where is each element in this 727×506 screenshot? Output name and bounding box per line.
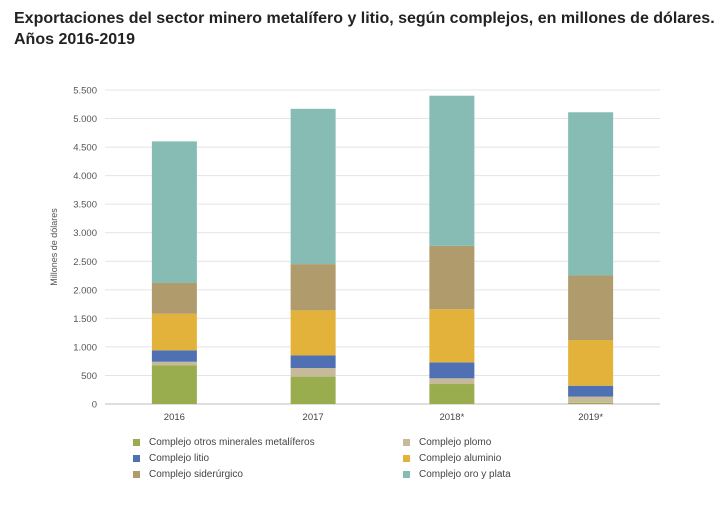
bar-segment-3-3: [568, 340, 614, 386]
legend-swatch: [403, 470, 410, 478]
y-tick-label: 1.500: [73, 314, 97, 325]
chart-legend: Complejo otros minerales metalíferos Comp…: [133, 434, 553, 488]
bar-segment-0-3: [151, 313, 197, 351]
legend-swatch: [403, 454, 410, 462]
y-tick-label: 2.500: [73, 257, 97, 268]
bar-segment-0-1: [151, 361, 197, 366]
bar-segment-1-2: [290, 355, 336, 369]
legend-label: Complejo oro y plata: [419, 468, 511, 480]
bar-segment-1-3: [290, 310, 336, 356]
legend-item: Complejo oro y plata: [403, 466, 511, 482]
legend-item: Complejo plomo: [403, 434, 491, 450]
y-tick-label: 1.000: [73, 342, 97, 353]
bar-segment-1-5: [290, 108, 336, 265]
x-tick-label: 2017: [303, 412, 324, 423]
bar-segment-2-2: [429, 362, 475, 379]
bar-segment-3-1: [568, 396, 614, 403]
x-tick-label: 2016: [164, 412, 185, 423]
legend-swatch: [133, 470, 140, 478]
x-tick-label: 2019*: [578, 412, 603, 423]
bar-segment-0-2: [151, 350, 197, 362]
legend-label: Complejo siderúrgico: [149, 468, 243, 480]
bar-segment-0-4: [151, 282, 197, 314]
legend-item: Complejo litio: [133, 450, 209, 466]
chart-title-line-1: Exportaciones del sector minero metalífe…: [14, 10, 715, 27]
y-tick-label: 3.500: [73, 200, 97, 211]
legend-swatch: [133, 454, 140, 462]
y-tick-label: 3.000: [73, 228, 97, 239]
bar-segment-2-0: [429, 384, 475, 404]
chart-title-line-2: Años 2016-2019: [14, 31, 135, 48]
bar-segment-0-5: [151, 141, 197, 283]
bar-segment-2-5: [429, 95, 475, 246]
bar-segment-3-5: [568, 112, 614, 276]
bar-segment-3-2: [568, 385, 614, 397]
bar-segment-1-0: [290, 376, 336, 404]
legend-swatch: [403, 438, 410, 446]
y-tick-label: 4.000: [73, 171, 97, 182]
legend-item: Complejo aluminio: [403, 450, 501, 466]
bar-segment-1-4: [290, 264, 336, 311]
bar-segment-2-4: [429, 245, 475, 310]
bar-segment-1-1: [290, 368, 336, 377]
bar-segment-3-0: [568, 402, 614, 404]
bar-segment-2-1: [429, 378, 475, 385]
y-tick-label: 5.000: [73, 114, 97, 125]
y-tick-label: 2.000: [73, 285, 97, 296]
y-axis-label: Millones de dólares: [49, 208, 59, 286]
x-tick-label: 2018*: [439, 412, 464, 423]
bar-segment-0-0: [151, 365, 197, 404]
legend-item: Complejo siderúrgico: [133, 466, 243, 482]
legend-label: Complejo otros minerales metalíferos: [149, 436, 315, 448]
y-tick-label: 0: [92, 400, 97, 411]
legend-label: Complejo litio: [149, 452, 210, 464]
legend-swatch: [133, 438, 140, 446]
legend-item: Complejo otros minerales metalíferos: [133, 434, 315, 450]
y-tick-label: 5.500: [73, 86, 97, 97]
y-tick-label: 500: [81, 371, 97, 382]
legend-label: Complejo plomo: [419, 436, 492, 448]
bar-segment-3-4: [568, 275, 614, 341]
chart-title: Exportaciones del sector minero metalífe…: [14, 8, 719, 50]
bar-segment-2-3: [429, 309, 475, 363]
legend-label: Complejo aluminio: [419, 452, 502, 464]
y-tick-label: 4.500: [73, 143, 97, 154]
